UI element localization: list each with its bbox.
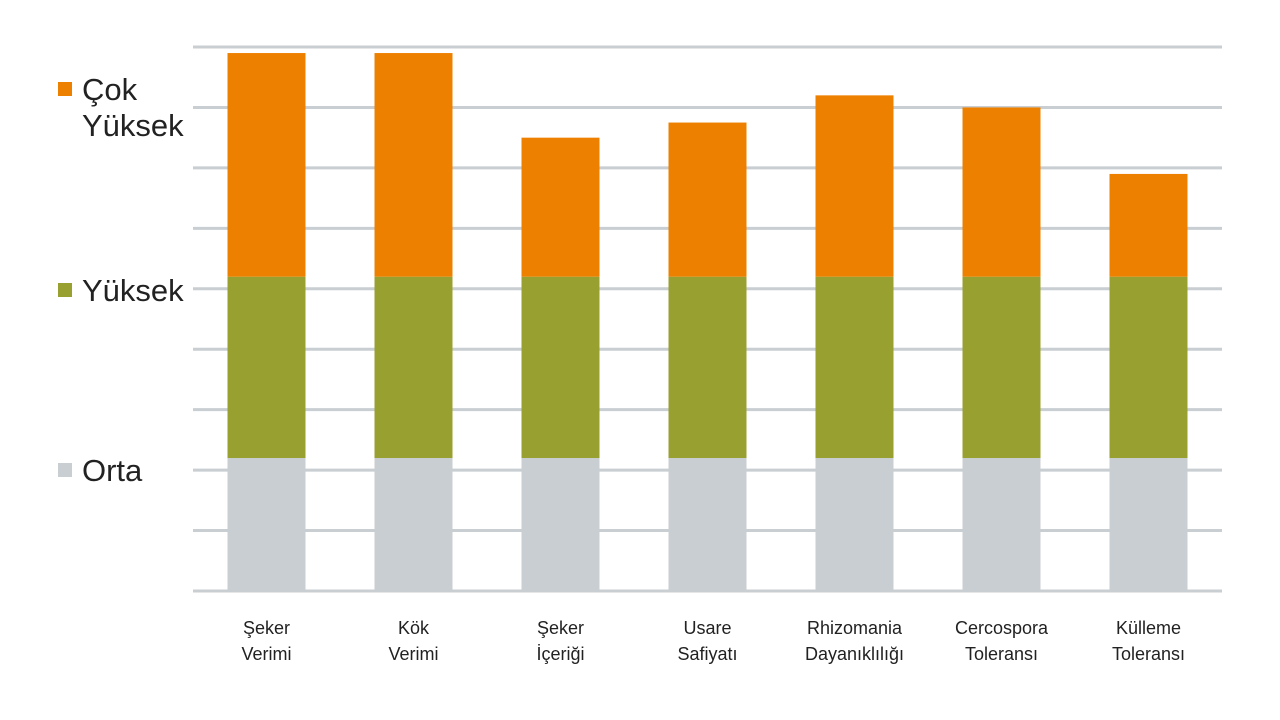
bar-segment — [521, 137, 600, 277]
legend-item-yuksek: Yüksek — [58, 273, 184, 309]
legend-label-yuksek: Yüksek — [82, 273, 184, 308]
bar-segment — [227, 458, 306, 591]
x-tick-label: Dayanıklılığı — [805, 644, 904, 664]
legend-label-orta: Orta — [82, 453, 143, 488]
x-tick-label: Şeker — [537, 618, 584, 638]
bar-segment — [962, 458, 1041, 591]
legend-swatch-orta — [58, 463, 72, 477]
bars — [227, 53, 1188, 591]
legend-item-orta: Orta — [58, 453, 142, 489]
bar-segment — [1109, 276, 1188, 459]
legend-label-line: Yüksek — [82, 108, 184, 143]
bar-segment — [374, 276, 453, 459]
bar-segment — [374, 458, 453, 591]
legend-label-line: Çok — [82, 72, 138, 107]
bar-segment — [374, 53, 453, 277]
bar-segment — [962, 107, 1041, 277]
bar-segment — [668, 458, 747, 591]
legend-swatch-cok-yuksek — [58, 82, 72, 96]
bar-segment — [521, 276, 600, 459]
bar-segment — [668, 276, 747, 459]
bar-segment — [227, 53, 306, 277]
x-tick-label: Toleransı — [1112, 644, 1185, 664]
bar-segment — [521, 458, 600, 591]
x-tick-label: Verimi — [388, 644, 438, 664]
legend-label-cok-yuksek: Çok Yüksek — [82, 72, 184, 144]
bar-segment — [962, 276, 1041, 459]
x-tick-label: Toleransı — [965, 644, 1038, 664]
x-tick-label: Usare — [683, 618, 731, 638]
bar-segment — [1109, 173, 1188, 277]
x-tick-label: İçeriği — [536, 644, 584, 664]
x-tick-label: Verimi — [241, 644, 291, 664]
bar-segment — [1109, 458, 1188, 591]
bar-segment — [815, 458, 894, 591]
x-axis-labels: Şeker Verimi Kök Verimi Şeker İçeriği Usare Saf… — [241, 618, 1185, 664]
x-tick-label: Safiyatı — [677, 644, 737, 664]
bar-segment — [668, 122, 747, 277]
x-tick-label: Kök — [398, 618, 430, 638]
legend-swatch-yuksek — [58, 283, 72, 297]
bar-segment — [227, 276, 306, 459]
x-tick-label: Şeker — [243, 618, 290, 638]
x-tick-label: Külleme — [1116, 618, 1181, 638]
bar-segment — [815, 95, 894, 277]
bar-segment — [815, 276, 894, 459]
legend-item-cok-yuksek: Çok Yüksek — [58, 72, 184, 144]
x-tick-label: Cercospora — [955, 618, 1049, 638]
x-tick-label: Rhizomania — [807, 618, 903, 638]
